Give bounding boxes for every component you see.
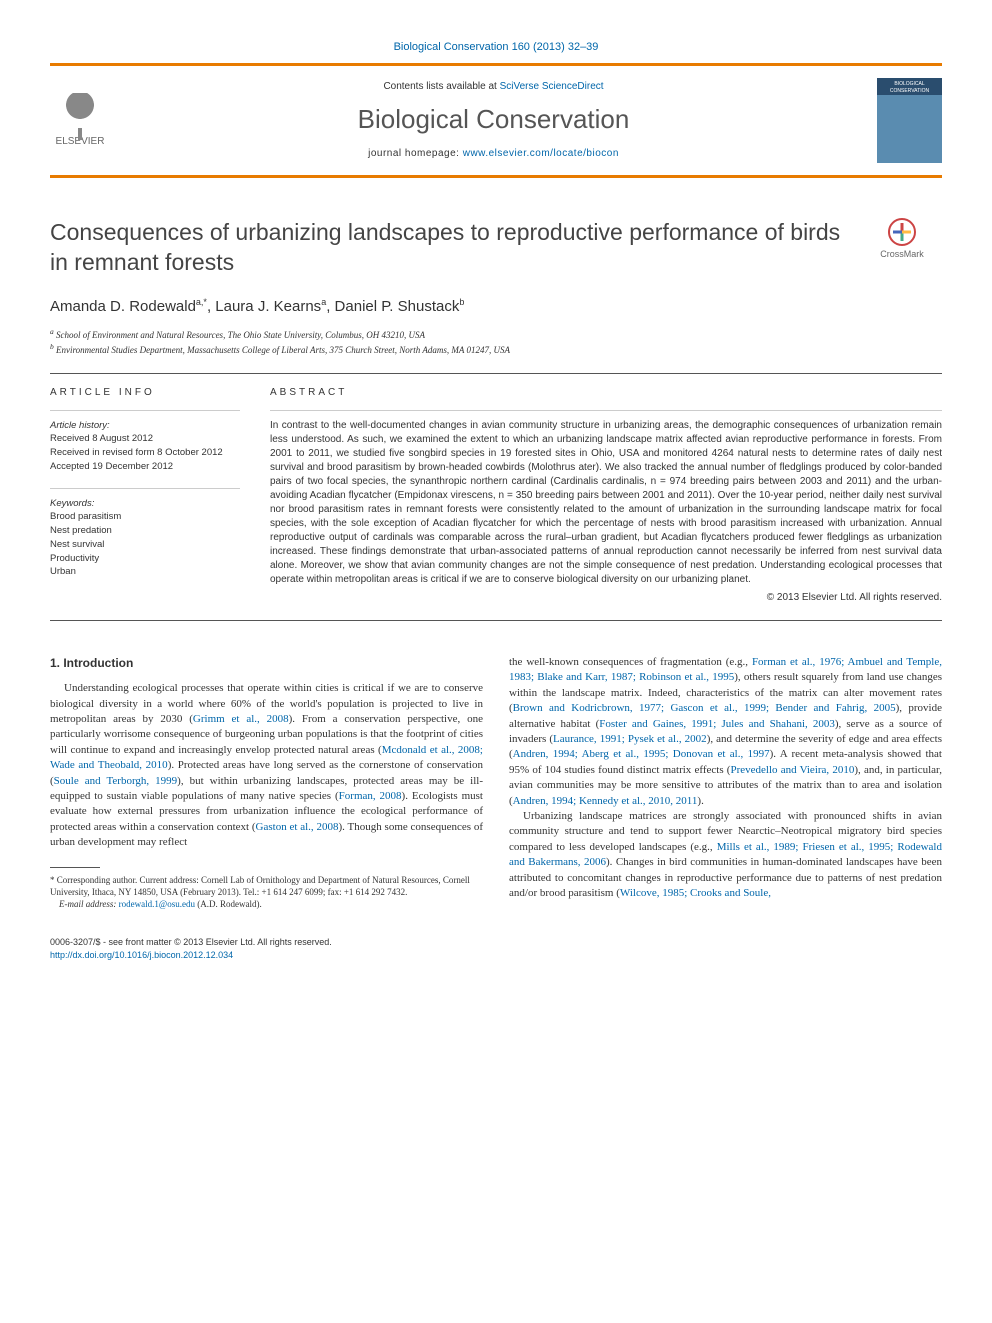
journal-homepage: journal homepage: www.elsevier.com/locat… <box>120 147 867 161</box>
article-history: Article history: Received 8 August 2012 … <box>50 419 240 474</box>
authors-line: Amanda D. Rodewalda,*, Laura J. Kearnsa,… <box>50 296 942 317</box>
abstract-heading: ABSTRACT <box>270 386 942 400</box>
history-label: Article history: <box>50 419 240 433</box>
keyword: Nest predation <box>50 524 240 538</box>
history-received: Received 8 August 2012 <box>50 432 240 446</box>
body-text-run: ). <box>697 795 703 807</box>
citation-link[interactable]: Grimm et al., 2008 <box>193 713 289 725</box>
keywords-label: Keywords: <box>50 497 240 511</box>
author-sup: b <box>459 297 464 307</box>
crossmark-label: CrossMark <box>880 249 924 259</box>
keywords-block: Keywords: Brood parasitism Nest predatio… <box>50 497 240 580</box>
author: Amanda D. Rodewald <box>50 298 196 315</box>
author-sup: a <box>321 297 326 307</box>
corresponding-author-footnote: * Corresponding author. Current address:… <box>50 874 483 898</box>
citation-link[interactable]: Andren, 1994; Kennedy et al., 2010, 2011 <box>513 795 698 807</box>
author-sup: a,* <box>196 297 207 307</box>
doi-link[interactable]: http://dx.doi.org/10.1016/j.biocon.2012.… <box>50 949 332 962</box>
intro-paragraph-2: Urbanizing landscape matrices are strong… <box>509 809 942 901</box>
intro-paragraph-1-cont: the well-known consequences of fragmenta… <box>509 655 942 809</box>
affiliation: b Environmental Studies Department, Mass… <box>50 342 942 357</box>
citation-link[interactable]: Wilcove, 1985; Crooks and Soule, <box>620 887 771 899</box>
abstract-text: In contrast to the well-documented chang… <box>270 419 942 587</box>
email-label: E-mail address: <box>59 899 116 909</box>
issn-line: 0006-3207/$ - see front matter © 2013 El… <box>50 936 332 949</box>
journal-title: Biological Conservation <box>120 102 867 137</box>
citation-link[interactable]: Andren, 1994; Aberg et al., 1995; Donova… <box>513 748 770 760</box>
keyword: Productivity <box>50 552 240 566</box>
affil-text: School of Environment and Natural Resour… <box>56 330 425 340</box>
citation-link[interactable]: Prevedello and Vieira, 2010 <box>730 764 854 776</box>
article-title: Consequences of urbanizing landscapes to… <box>50 218 942 278</box>
citation-link[interactable]: Foster and Gaines, 1991; Jules and Shaha… <box>599 718 835 730</box>
intro-paragraph-1: Understanding ecological processes that … <box>50 681 483 850</box>
email-footnote: E-mail address: rodewald.1@osu.edu (A.D.… <box>50 898 483 910</box>
email-paren: (A.D. Rodewald). <box>195 899 262 909</box>
contents-prefix: Contents lists available at <box>383 81 499 92</box>
citation-link[interactable]: Soule and Terborgh, 1999 <box>54 775 178 787</box>
journal-header: ELSEVIER Contents lists available at Sci… <box>50 63 942 178</box>
citation-link[interactable]: Gaston et al., 2008 <box>256 821 339 833</box>
history-accepted: Accepted 19 December 2012 <box>50 460 240 474</box>
elsevier-tree-icon <box>60 93 100 133</box>
citation-link[interactable]: Forman, 2008 <box>339 790 402 802</box>
affil-text: Environmental Studies Department, Massac… <box>56 345 510 355</box>
affil-sup: b <box>50 342 54 351</box>
journal-cover-thumb: BIOLOGICAL CONSERVATION <box>877 78 942 163</box>
contents-line: Contents lists available at SciVerse Sci… <box>120 80 867 94</box>
section-heading-intro: 1. Introduction <box>50 655 483 671</box>
affil-sup: a <box>50 327 54 336</box>
body-text-run: the well-known consequences of fragmenta… <box>509 656 752 668</box>
journal-reference: Biological Conservation 160 (2013) 32–39 <box>50 40 942 55</box>
keyword: Urban <box>50 565 240 579</box>
affiliation: a School of Environment and Natural Reso… <box>50 327 942 342</box>
keyword: Nest survival <box>50 538 240 552</box>
author: Laura J. Kearns <box>215 298 321 315</box>
cover-label: BIOLOGICAL CONSERVATION <box>880 81 939 95</box>
footnote-text: Corresponding author. Current address: C… <box>50 875 470 897</box>
abstract-copyright: © 2013 Elsevier Ltd. All rights reserved… <box>270 591 942 605</box>
author: Daniel P. Shustack <box>335 298 460 315</box>
email-link[interactable]: rodewald.1@osu.edu <box>119 899 195 909</box>
sciencedirect-link[interactable]: SciVerse ScienceDirect <box>500 81 604 92</box>
history-revised: Received in revised form 8 October 2012 <box>50 446 240 460</box>
footnote-separator <box>50 867 100 868</box>
homepage-prefix: journal homepage: <box>368 148 463 159</box>
citation-link[interactable]: Brown and Kodricbrown, 1977; Gascon et a… <box>513 702 896 714</box>
affiliations: a School of Environment and Natural Reso… <box>50 327 942 357</box>
issn-block: 0006-3207/$ - see front matter © 2013 El… <box>50 936 332 961</box>
article-info-heading: ARTICLE INFO <box>50 386 240 400</box>
crossmark-badge[interactable]: CrossMark <box>862 218 942 260</box>
crossmark-icon <box>888 218 916 246</box>
citation-link[interactable]: Laurance, 1991; Pysek et al., 2002 <box>553 733 707 745</box>
keyword: Brood parasitism <box>50 510 240 524</box>
homepage-link[interactable]: www.elsevier.com/locate/biocon <box>463 148 619 159</box>
publisher-logo: ELSEVIER <box>50 93 110 149</box>
